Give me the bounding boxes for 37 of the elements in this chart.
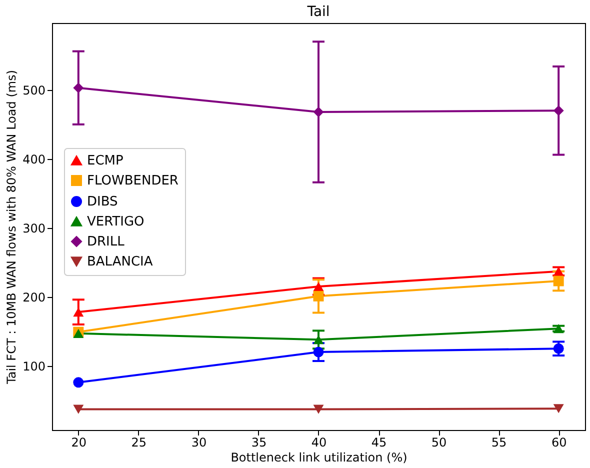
x-tick-label: 25	[131, 436, 147, 450]
point	[553, 276, 564, 286]
y-tick-label: 400	[22, 152, 46, 166]
x-tick-label: 55	[491, 436, 507, 450]
point	[553, 404, 564, 414]
point	[553, 343, 564, 354]
y-tick-label: 200	[22, 290, 46, 304]
point	[313, 404, 324, 414]
y-axis-title: Tail FCT : 10MB WAN flows with 80% WAN Load (ms)	[4, 70, 19, 385]
legend-label: FLOWBENDER	[87, 174, 178, 188]
x-tick-label: 45	[371, 436, 387, 450]
point	[313, 282, 324, 292]
x-tick-label: 40	[311, 436, 327, 450]
point	[73, 308, 84, 317]
y-tick-label: 300	[22, 221, 46, 236]
chart-title: Tail	[306, 4, 330, 20]
y-tick-label: 100	[22, 359, 46, 374]
legend-label: ECMP	[87, 154, 124, 168]
x-tick-label: 20	[71, 436, 87, 450]
x-tick-label: 50	[431, 436, 447, 450]
point	[73, 82, 84, 94]
point	[313, 106, 324, 118]
legend-label: DIBS	[87, 194, 118, 210]
point	[313, 346, 324, 358]
x-tick-label: 60	[551, 436, 567, 450]
point	[73, 404, 84, 414]
point	[73, 377, 84, 388]
x-axis-title: Bottleneck link utilization (%)	[230, 450, 408, 464]
point	[313, 290, 324, 302]
point	[313, 335, 324, 344]
legend-label: VERTIGO	[87, 214, 144, 230]
x-tick-label: 30	[191, 436, 207, 450]
point	[553, 105, 564, 116]
y-tick-label: 500	[22, 83, 46, 98]
x-tick-label: 35	[251, 436, 267, 450]
legend-label: BALANCIA	[87, 254, 153, 270]
legend-label: DRILL	[87, 234, 126, 250]
